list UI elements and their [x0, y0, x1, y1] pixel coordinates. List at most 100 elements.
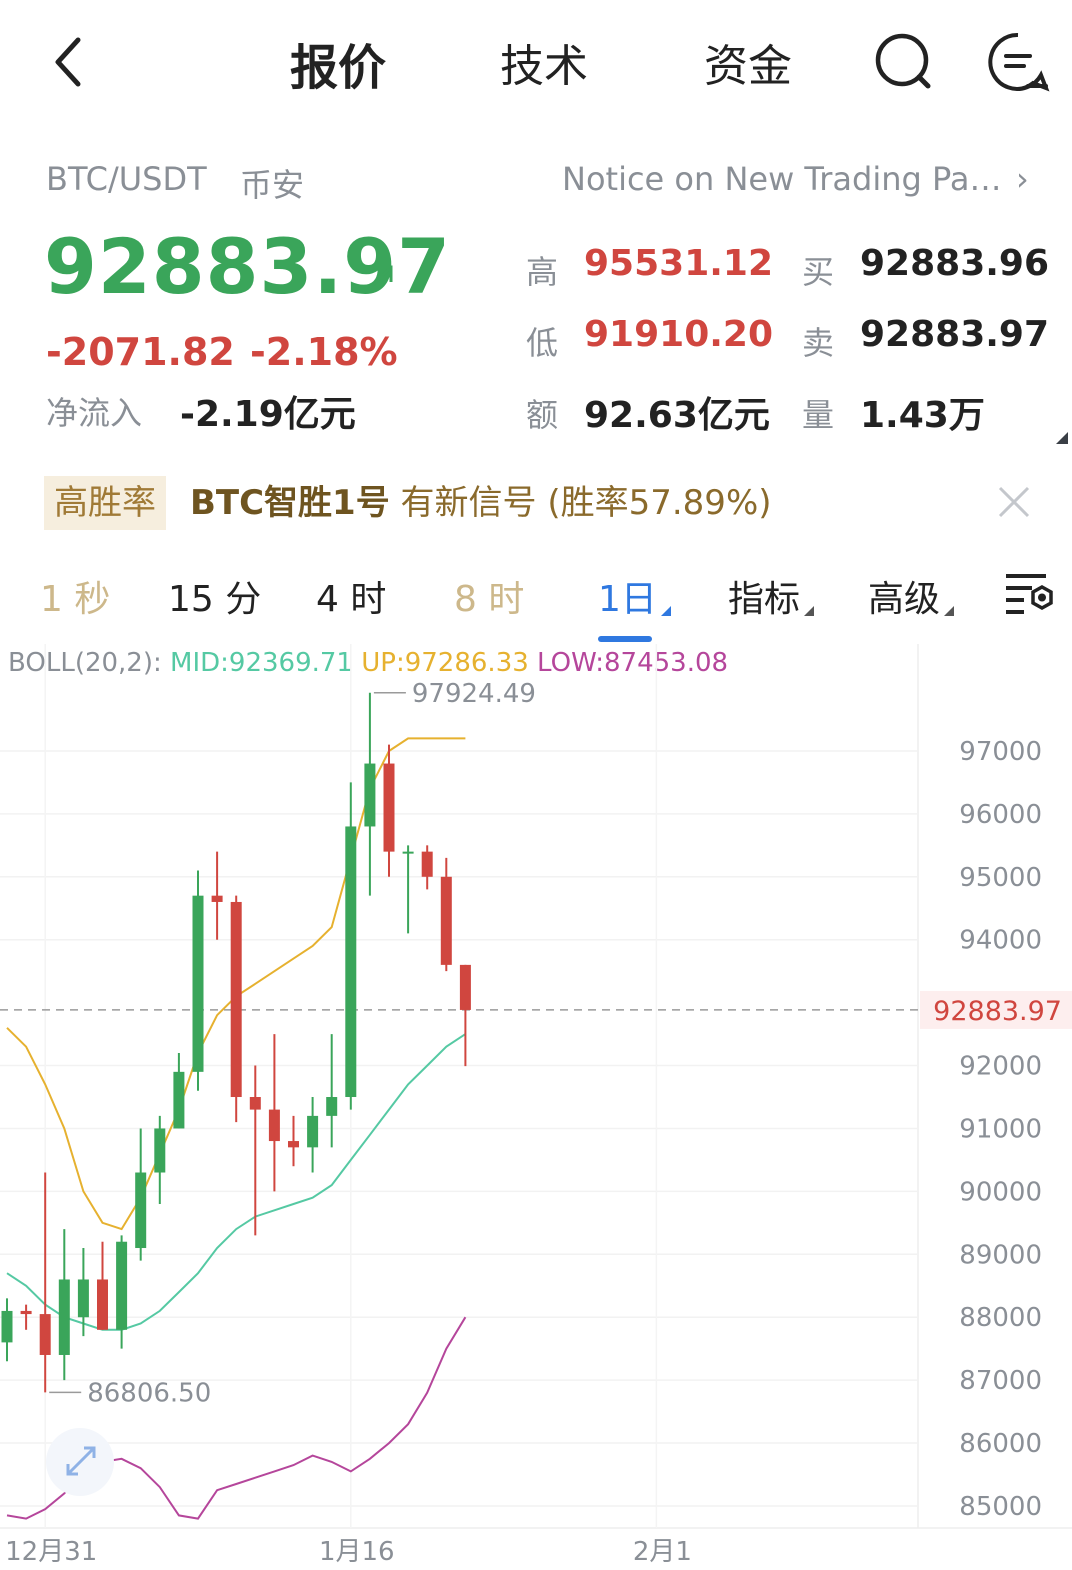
y-tick-label: 94000: [959, 926, 1042, 956]
interval-1d[interactable]: 1日: [598, 570, 671, 622]
x-tick-label: 12月31: [5, 1537, 97, 1567]
tab-technical[interactable]: 技术: [500, 41, 588, 92]
candle-body: [288, 1141, 299, 1148]
candle-body: [230, 901, 242, 1098]
close-icon[interactable]: [996, 484, 1032, 520]
y-tick-label: 95000: [959, 863, 1042, 893]
active-tab-underline: [598, 636, 652, 642]
signal-tag: 高胜率: [44, 476, 166, 530]
min-price-label: 86806.50: [87, 1378, 211, 1408]
candle-body: [421, 851, 433, 877]
expand-arrows-icon: [66, 1446, 96, 1476]
y-tick-label: 85000: [959, 1492, 1042, 1522]
candle-body: [116, 1241, 128, 1330]
dropdown-triangle-icon: [804, 606, 815, 616]
candle-body: [192, 895, 204, 1072]
current-price-tag: [920, 990, 1072, 1029]
candle-body: [154, 1128, 166, 1173]
boll-legend: BOLL(20,2): MID:92369.71 UP:97286.33 LOW…: [8, 648, 728, 678]
boll-up-label: UP:97286.33: [361, 648, 529, 678]
top-nav: 报价 技术 资金: [0, 0, 1072, 128]
message-icon[interactable]: [986, 30, 1050, 94]
signal-banner[interactable]: BTC智胜1号 有新信号 (胜率57.89%): [190, 478, 772, 528]
expand-corner-icon[interactable]: [1056, 432, 1068, 444]
volume-value: 1.43万: [860, 395, 985, 436]
y-tick-label: 89000: [959, 1240, 1042, 1270]
signal-description: 有新信号 (胜率57.89%): [400, 483, 772, 523]
net-inflow-value: -2.19亿元: [180, 394, 356, 435]
y-tick-label: 97000: [959, 737, 1042, 767]
candle-body: [58, 1279, 70, 1355]
candle-body: [1, 1310, 13, 1343]
candle-body: [39, 1314, 51, 1355]
bid-label: 买: [802, 253, 835, 291]
current-price-label: 92883.97: [933, 996, 1062, 1027]
candles: [1, 692, 471, 1393]
price-change-percent: -2.18%: [250, 330, 398, 374]
amount-label: 额: [526, 396, 559, 434]
candle-body: [173, 1071, 185, 1129]
arrow-up-right-icon: [366, 265, 393, 292]
boll-low-label: LOW:87453.08: [537, 648, 729, 678]
indicator-menu[interactable]: 指标: [728, 570, 815, 622]
candle-body: [249, 1097, 261, 1110]
y-tick-label: 91000: [959, 1114, 1042, 1144]
net-inflow-label: 净流入: [46, 394, 143, 432]
high-value: 95531.12: [584, 243, 774, 284]
interval-1s[interactable]: 1 秒: [40, 579, 111, 620]
bid-value: 92883.96: [860, 243, 1050, 284]
candle-body: [135, 1172, 147, 1249]
low-label: 低: [526, 324, 559, 362]
candle-body: [459, 964, 471, 1010]
dropdown-triangle-icon: [944, 606, 955, 616]
candle-body: [77, 1279, 89, 1318]
ask-value: 92883.97: [860, 314, 1050, 355]
boll-name: BOLL(20,2):: [8, 648, 162, 678]
candle-body: [440, 876, 452, 965]
candle-body: [211, 895, 223, 902]
tab-quote[interactable]: 报价: [290, 40, 387, 96]
candle-body: [307, 1115, 319, 1148]
tab-funds[interactable]: 资金: [704, 41, 792, 92]
symbol-pair: BTC/USDT: [46, 160, 207, 198]
interval-1d-label: 1日: [598, 579, 657, 620]
notice-link[interactable]: Notice on New Trading Pair... ›: [562, 160, 1042, 198]
zoom-toggle-button[interactable]: [46, 1428, 114, 1496]
candlestick-chart[interactable]: 97000 96000 95000 94000 92000 91000 90000 89000…: [0, 644, 1072, 1570]
y-tick-label: 87000: [959, 1366, 1042, 1396]
y-tick-label: 96000: [959, 800, 1042, 830]
max-price-label: 97924.49: [412, 679, 536, 709]
y-tick-label: 90000: [959, 1177, 1042, 1207]
back-arrow-icon[interactable]: [44, 30, 94, 94]
candle-body: [345, 826, 357, 1098]
y-tick-label: 86000: [959, 1429, 1042, 1459]
dropdown-triangle-icon: [660, 606, 671, 616]
y-tick-label: 88000: [959, 1303, 1042, 1333]
interval-8h[interactable]: 8 时: [454, 579, 525, 620]
interval-15m[interactable]: 15 分: [168, 579, 262, 620]
amount-value: 92.63亿元: [584, 395, 770, 436]
boll-mid-label: MID:92369.71: [170, 648, 353, 678]
candle-body: [383, 763, 395, 852]
low-value: 91910.20: [584, 314, 774, 355]
indicator-menu-label: 指标: [728, 579, 801, 620]
chart-labels: 97000 96000 95000 94000 92000 91000 90000 89000…: [5, 679, 1072, 1567]
interval-4h[interactable]: 4 时: [316, 579, 387, 620]
notice-text: Notice on New Trading Pair...: [562, 160, 1004, 198]
candle-body: [364, 763, 376, 827]
candle-body: [97, 1279, 108, 1330]
advanced-menu-label: 高级: [868, 579, 941, 620]
exchange-name: 币安: [240, 166, 305, 204]
ask-label: 卖: [802, 324, 835, 362]
y-tick-label: 92000: [959, 1052, 1042, 1082]
candle-body: [268, 1109, 280, 1142]
chart-settings-icon[interactable]: [1002, 570, 1058, 616]
advanced-menu[interactable]: 高级: [868, 570, 955, 622]
chevron-right-icon: ›: [1016, 160, 1029, 198]
x-tick-label: 2月1: [633, 1537, 692, 1567]
search-icon[interactable]: [872, 30, 936, 94]
candle-body: [326, 1097, 338, 1116]
candle-body: [402, 851, 414, 854]
candle-body: [20, 1310, 32, 1315]
x-tick-label: 1月16: [319, 1537, 395, 1567]
